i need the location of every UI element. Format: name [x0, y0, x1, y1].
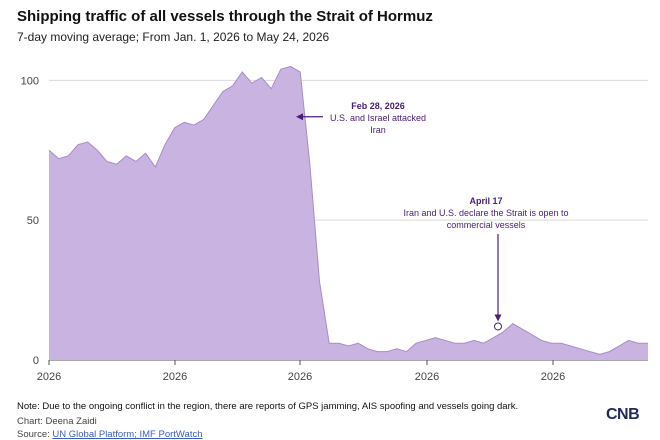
annotation-arrowhead — [494, 314, 502, 322]
brand-logo: CNB — [606, 406, 640, 423]
annotation-text: Iran — [370, 125, 386, 135]
annotation-arrowhead — [296, 113, 303, 121]
annotations: Feb 28, 2026 U.S. and Israel attacked Iran… — [296, 101, 569, 331]
x-tick-label: 2026 — [37, 371, 61, 383]
y-tick-label: 50 — [27, 215, 39, 227]
x-tick-label: 2026 — [541, 371, 565, 383]
series-area — [48, 65, 648, 360]
series-fill — [49, 66, 648, 360]
x-axis: 2026 2026 2026 2026 2026 — [37, 360, 565, 383]
annotation-text: commercial vessels — [447, 220, 526, 230]
footer-credit: Chart: Deena Zaidi — [17, 416, 97, 427]
source-link[interactable]: UN Global Platform; IMF PortWatch — [52, 429, 203, 440]
x-tick-label: 2026 — [163, 371, 187, 383]
y-tick-label: 100 — [21, 75, 39, 87]
x-tick-label: 2026 — [288, 371, 312, 383]
x-tick-label: 2026 — [415, 371, 439, 383]
y-axis: 0 50 100 — [21, 75, 39, 367]
footer-source: Source: UN Global Platform; IMF PortWatc… — [17, 429, 203, 440]
y-tick-label: 0 — [33, 355, 39, 367]
chart-area: 0 50 100 2026 2026 2026 2026 2026 Feb 28, 2026… — [21, 65, 648, 383]
annotation-text: U.S. and Israel attacked — [330, 113, 426, 123]
series-line — [48, 65, 648, 355]
annotation-marker — [494, 322, 502, 331]
annotation-text: Iran and U.S. declare the Strait is open… — [403, 208, 568, 218]
chart-subtitle: 7-day moving average; From Jan. 1, 2026 … — [17, 30, 330, 44]
footer-note: Note: Due to the ongoing conflict in the… — [17, 401, 519, 412]
annotation-date: Feb 28, 2026 — [351, 101, 405, 111]
chart-title: Shipping traffic of all vessels through … — [17, 8, 433, 25]
annotation-date: April 17 — [469, 196, 502, 206]
source-label: Source: — [17, 429, 53, 440]
